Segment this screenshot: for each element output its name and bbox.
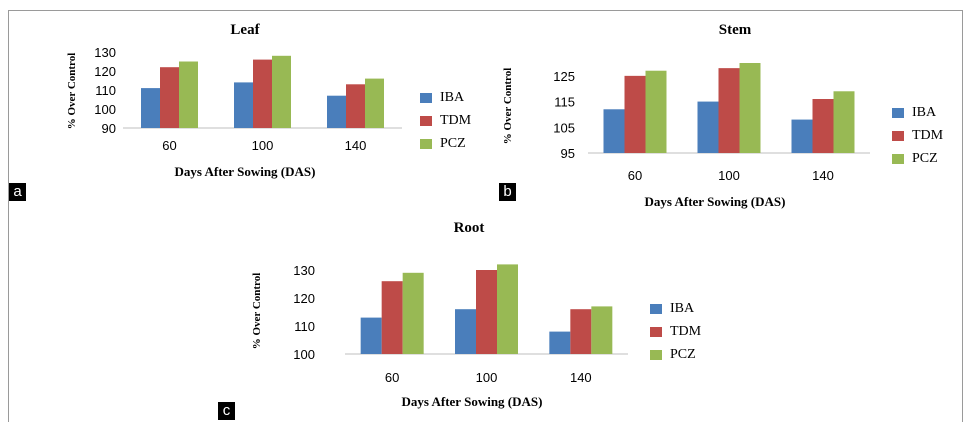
stem-plot: 95 105 115 125 60 100 140	[553, 63, 870, 183]
leaf-plot: 90 100 110 120 130 60 100 140	[94, 45, 402, 153]
chart-title: Leaf	[230, 22, 260, 38]
legend-label: PCZ	[912, 150, 938, 166]
y-tick-label: 120	[293, 291, 315, 306]
legend: IBA TDM PCZ	[892, 101, 943, 170]
bar-iba-100	[697, 101, 719, 153]
y-tick-label: 90	[102, 121, 116, 136]
bar-pcz-140	[833, 91, 855, 153]
bar-pcz-100	[272, 55, 291, 128]
legend-item-pcz: PCZ	[650, 343, 701, 366]
bar-pcz-140	[591, 306, 613, 354]
legend-item-tdm: TDM	[650, 320, 701, 343]
legend-swatch	[650, 303, 662, 314]
legend-item-pcz: PCZ	[420, 132, 471, 155]
panel-label: c	[218, 402, 235, 420]
legend-label: TDM	[912, 127, 944, 143]
x-tick-label: 60	[385, 370, 399, 385]
bar-pcz-140	[365, 78, 384, 128]
y-tick-label: 115	[554, 95, 575, 110]
x-tick-label: 140	[812, 168, 834, 183]
bar-iba-140	[791, 119, 813, 153]
y-tick-label: 130	[94, 45, 116, 60]
legend-label: PCZ	[670, 346, 696, 362]
legend-item-tdm: TDM	[420, 109, 471, 132]
legend-swatch	[420, 138, 432, 149]
bar-iba-60	[360, 317, 382, 354]
chart-title: Root	[453, 220, 485, 236]
y-tick-label: 120	[94, 64, 116, 79]
legend-swatch	[420, 115, 432, 126]
x-axis-label: Days After Sowing (DAS)	[401, 394, 543, 409]
bar-iba-140	[549, 331, 571, 354]
legend-item-pcz: PCZ	[892, 147, 943, 170]
figure-frame	[8, 10, 963, 422]
bar-tdm-60	[624, 75, 646, 153]
y-tick-label: 100	[293, 347, 315, 362]
y-tick-label: 130	[293, 263, 315, 278]
x-axis-label: Days After Sowing (DAS)	[174, 164, 316, 179]
bar-iba-100	[455, 309, 476, 354]
legend: IBA TDM PCZ	[650, 297, 701, 366]
chart-title: Stem	[718, 22, 752, 38]
bar-pcz-100	[739, 63, 761, 153]
legend-label: IBA	[670, 300, 695, 316]
legend-item-tdm: TDM	[892, 124, 943, 147]
legend-swatch	[650, 326, 662, 337]
bar-tdm-60	[160, 67, 179, 128]
x-tick-label: 60	[162, 138, 176, 153]
x-tick-label: 140	[345, 138, 367, 153]
bar-pcz-60	[179, 61, 198, 128]
y-tick-label: 110	[294, 319, 315, 334]
bar-pcz-100	[497, 264, 518, 354]
x-tick-label: 60	[628, 168, 642, 183]
stem-chart-panel: Stem % Over Control 95 105 115 125 60 100 140 …	[490, 0, 965, 210]
bar-iba-60	[603, 109, 625, 153]
y-tick-label: 125	[553, 69, 575, 84]
bar-pcz-60	[645, 70, 667, 153]
bar-tdm-140	[812, 99, 834, 153]
bar-tdm-100	[718, 68, 740, 153]
y-tick-label: 105	[553, 120, 575, 135]
legend-label: TDM	[440, 112, 472, 128]
legend-item-iba: IBA	[892, 101, 943, 124]
legend-swatch	[650, 349, 662, 360]
x-tick-label: 100	[476, 370, 498, 385]
bar-pcz-60	[402, 272, 424, 354]
y-tick-label: 95	[561, 146, 575, 161]
legend-swatch	[892, 153, 904, 164]
bar-iba-60	[141, 88, 160, 128]
bar-tdm-100	[253, 59, 272, 128]
root-plot: 100 110 120 130 60 100 140	[293, 263, 628, 385]
x-tick-label: 100	[252, 138, 274, 153]
legend: IBA TDM PCZ	[420, 86, 471, 155]
x-tick-label: 140	[570, 370, 592, 385]
bar-tdm-140	[346, 84, 365, 128]
legend-label: PCZ	[440, 135, 466, 151]
legend-swatch	[420, 92, 432, 103]
legend-item-iba: IBA	[650, 297, 701, 320]
bar-tdm-100	[476, 270, 497, 354]
legend-item-iba: IBA	[420, 86, 471, 109]
bar-iba-140	[327, 95, 346, 128]
legend-swatch	[892, 130, 904, 141]
legend-label: TDM	[670, 323, 702, 339]
legend-label: IBA	[440, 89, 465, 105]
panel-label: b	[499, 183, 516, 201]
legend-swatch	[892, 107, 904, 118]
x-axis-label: Days After Sowing (DAS)	[644, 194, 786, 209]
leaf-chart-panel: Leaf % Over Control 90 100 110 120 130 60 100 1…	[0, 0, 490, 205]
y-tick-label: 110	[95, 83, 116, 98]
x-tick-label: 100	[718, 168, 740, 183]
bar-iba-100	[234, 82, 253, 128]
legend-label: IBA	[912, 104, 937, 120]
panel-label: a	[9, 183, 26, 201]
bar-tdm-60	[381, 281, 403, 354]
root-chart-panel: Root % Over Control 100 110 120 130 60 100 140…	[218, 210, 740, 422]
bar-tdm-140	[570, 309, 592, 354]
y-tick-label: 100	[94, 102, 116, 117]
